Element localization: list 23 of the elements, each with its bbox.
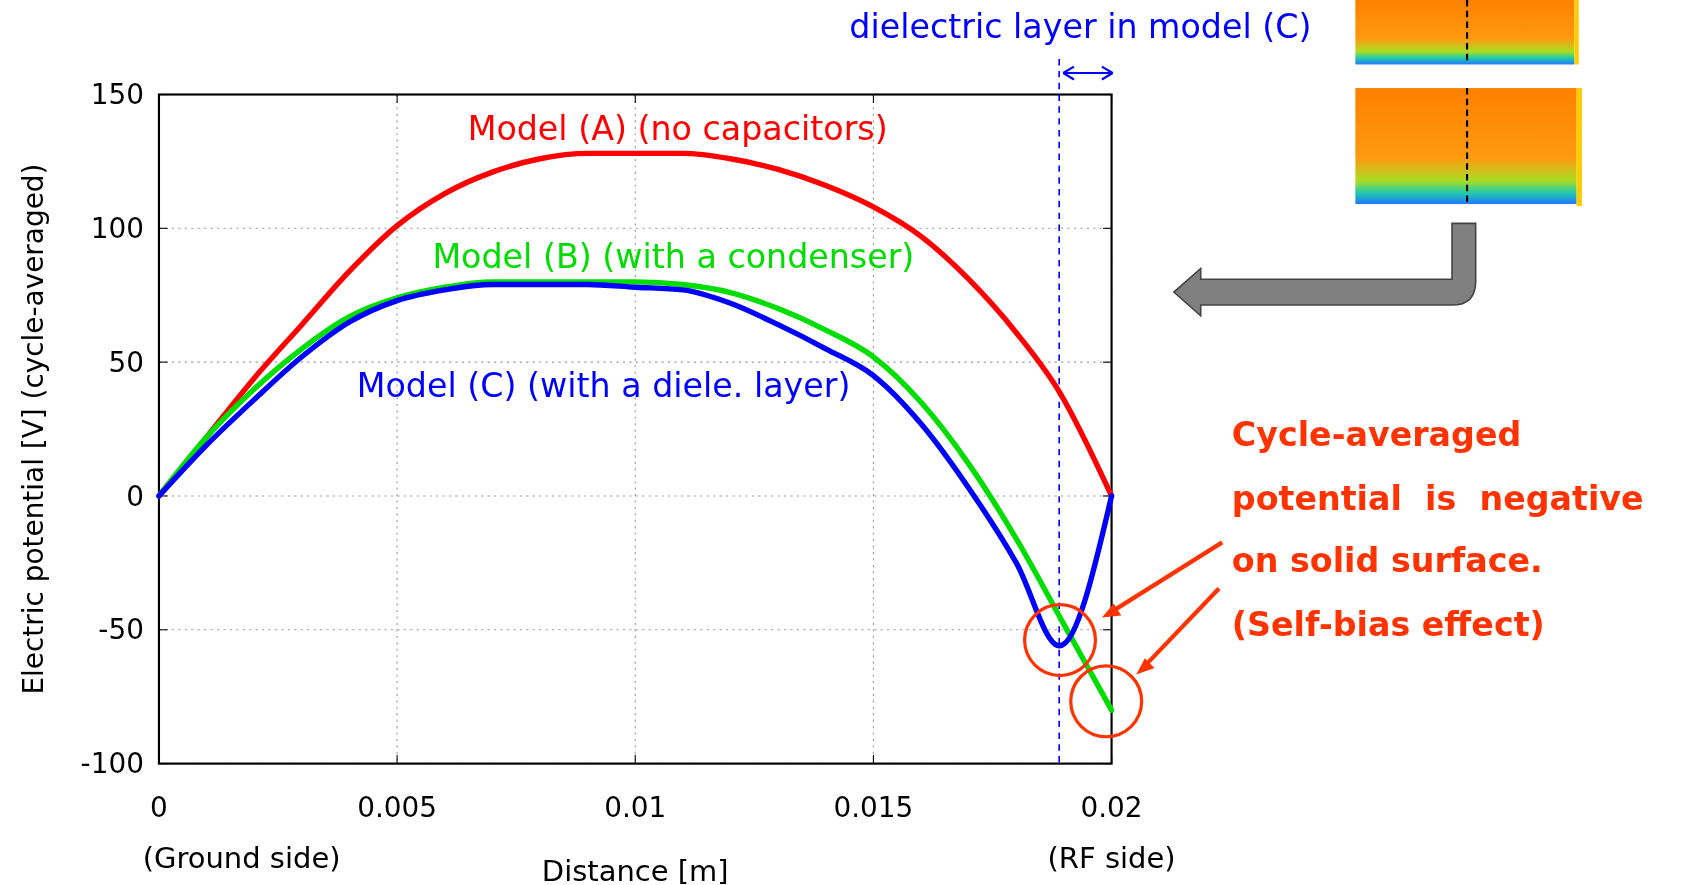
text: on solid surface. bbox=[1231, 541, 1543, 581]
series-label: Model (A) (no capacitors) bbox=[467, 108, 888, 148]
y-tick-label: 150 bbox=[90, 78, 144, 112]
y-tick-label: 0 bbox=[126, 479, 144, 513]
x-tick-label: 0.015 bbox=[833, 791, 914, 825]
y-tick-label: 50 bbox=[108, 345, 144, 379]
x-tick-label: 0 bbox=[150, 791, 168, 825]
text: (Ground side) bbox=[142, 840, 341, 875]
x-tick-label: 0.005 bbox=[357, 791, 438, 825]
series-label: Model (B) (with a condenser) bbox=[432, 237, 915, 277]
x-tick-label: 0.02 bbox=[1080, 791, 1143, 825]
y-axis-title: Electric potential [V] (cycle-averaged) bbox=[16, 163, 50, 695]
text: dielectric layer in model (C) bbox=[849, 6, 1312, 46]
y-tick-label: -50 bbox=[98, 613, 144, 647]
text: potential is negative bbox=[1231, 479, 1644, 519]
text: (RF side) bbox=[1047, 840, 1176, 875]
series-label: Model (C) (with a diele. layer) bbox=[356, 366, 851, 406]
y-tick-label: -100 bbox=[80, 747, 144, 781]
x-axis-title: Distance [m] bbox=[541, 853, 729, 885]
text: Cycle-averaged bbox=[1231, 414, 1522, 454]
text: (Self-bias effect) bbox=[1231, 604, 1545, 644]
y-tick-label: 100 bbox=[90, 211, 144, 245]
x-tick-label: 0.01 bbox=[604, 791, 667, 825]
